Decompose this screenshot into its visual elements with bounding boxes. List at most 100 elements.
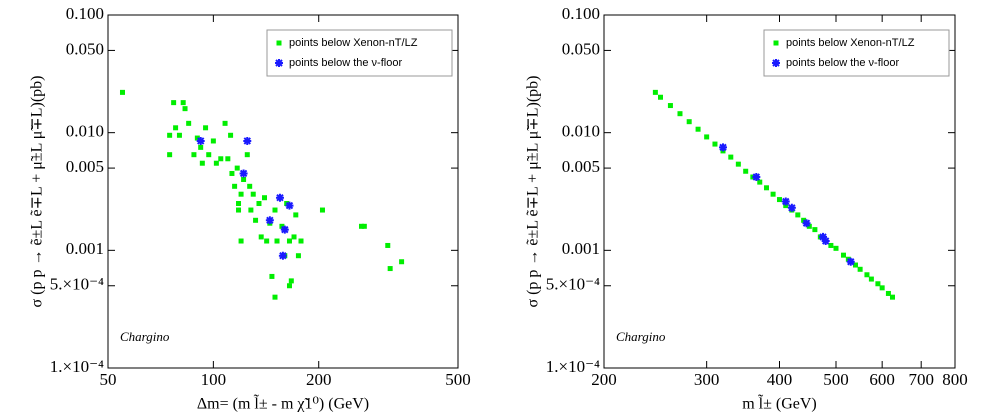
point bbox=[247, 183, 253, 189]
point bbox=[119, 89, 125, 95]
point bbox=[770, 191, 776, 197]
point bbox=[258, 234, 264, 240]
legend-box bbox=[763, 29, 950, 77]
point bbox=[275, 193, 284, 202]
point bbox=[295, 253, 301, 259]
point bbox=[241, 176, 247, 182]
point bbox=[199, 160, 205, 166]
point bbox=[885, 290, 891, 296]
legend-label: points below the ν-floor bbox=[786, 57, 899, 69]
point bbox=[236, 207, 242, 213]
point bbox=[206, 152, 212, 158]
point bbox=[196, 136, 205, 145]
point bbox=[234, 165, 240, 171]
point bbox=[272, 207, 278, 213]
point bbox=[238, 191, 244, 197]
y-tick-label: 1.×10⁻⁴ bbox=[50, 357, 104, 376]
point bbox=[278, 251, 287, 260]
legend-label: points below Xenon-nT/LZ bbox=[786, 37, 915, 49]
point bbox=[795, 212, 801, 218]
point bbox=[757, 179, 763, 185]
point bbox=[248, 207, 254, 213]
y-tick-label: 5.×10⁻⁴ bbox=[50, 275, 104, 294]
point bbox=[783, 203, 789, 209]
point bbox=[361, 223, 367, 229]
point bbox=[238, 238, 244, 244]
point bbox=[695, 126, 701, 132]
point bbox=[743, 168, 749, 174]
point bbox=[244, 152, 250, 158]
point bbox=[280, 225, 289, 234]
legend-marker bbox=[276, 40, 282, 46]
point bbox=[677, 111, 683, 117]
panel: 200 300 400 500 600 700 800 0.100 0.050 0.010 0.00… bbox=[525, 4, 968, 413]
point bbox=[265, 216, 274, 225]
x-tick-label: 500 bbox=[823, 370, 849, 389]
x-tick-label: 100 bbox=[201, 370, 227, 389]
annotation: Chargino bbox=[120, 329, 170, 344]
x-tick-label: 400 bbox=[767, 370, 793, 389]
point bbox=[833, 245, 839, 251]
point bbox=[787, 203, 796, 212]
y-tick-label: 0.100 bbox=[562, 4, 600, 23]
annotation: Chargino bbox=[616, 329, 666, 344]
point bbox=[875, 281, 881, 287]
x-tick-label: 800 bbox=[942, 370, 968, 389]
point bbox=[852, 262, 858, 268]
y-tick-label: 0.010 bbox=[66, 122, 104, 141]
point bbox=[387, 266, 393, 272]
point bbox=[186, 120, 192, 126]
point bbox=[167, 132, 173, 138]
point bbox=[667, 103, 673, 109]
y-axis-label: σ (p p → ẽ±L ẽ∓L + μ̃±L μ̃∓L)(pb) bbox=[525, 75, 542, 307]
point bbox=[173, 125, 179, 131]
point bbox=[288, 278, 294, 284]
point bbox=[868, 276, 874, 282]
point bbox=[293, 212, 299, 218]
point bbox=[213, 160, 219, 166]
point bbox=[239, 169, 248, 178]
point bbox=[828, 242, 834, 248]
panel: 50 100 200 500 0.100 0.050 0.010 0.005 0.001 5.×1… bbox=[29, 4, 471, 413]
legend-box bbox=[266, 29, 453, 77]
point bbox=[879, 285, 885, 291]
point bbox=[229, 170, 235, 176]
point bbox=[777, 197, 782, 203]
point bbox=[735, 161, 741, 167]
y-tick-label: 1.×10⁻⁴ bbox=[546, 357, 600, 376]
point bbox=[291, 234, 297, 240]
point bbox=[250, 191, 256, 197]
point bbox=[222, 120, 228, 126]
x-tick-label: 200 bbox=[306, 370, 332, 389]
point bbox=[264, 238, 270, 244]
y-tick-label: 0.001 bbox=[562, 239, 600, 258]
point bbox=[285, 201, 294, 210]
point bbox=[857, 266, 863, 272]
y-tick-label: 0.005 bbox=[66, 157, 104, 176]
point bbox=[819, 232, 828, 241]
point bbox=[319, 207, 325, 213]
x-tick-label: 600 bbox=[869, 370, 895, 389]
x-tick-label: 200 bbox=[591, 370, 617, 389]
x-axis-label: m l̃± (GeV) bbox=[742, 394, 817, 413]
point bbox=[225, 156, 231, 162]
point bbox=[272, 294, 278, 300]
point bbox=[781, 197, 790, 206]
point bbox=[274, 238, 280, 244]
point bbox=[269, 273, 275, 279]
point bbox=[286, 283, 292, 289]
point bbox=[719, 143, 728, 152]
point bbox=[243, 136, 252, 145]
point bbox=[176, 132, 182, 138]
plot-frame bbox=[107, 14, 459, 369]
point bbox=[191, 152, 197, 158]
point bbox=[712, 141, 718, 147]
point bbox=[764, 185, 770, 191]
point bbox=[262, 195, 268, 201]
point bbox=[728, 154, 734, 160]
x-axis-label: Δm= (m l̃± - m χ̃1⁰) (GeV) bbox=[197, 394, 369, 413]
legend-marker bbox=[772, 59, 780, 67]
point bbox=[253, 217, 259, 223]
point bbox=[652, 89, 658, 95]
